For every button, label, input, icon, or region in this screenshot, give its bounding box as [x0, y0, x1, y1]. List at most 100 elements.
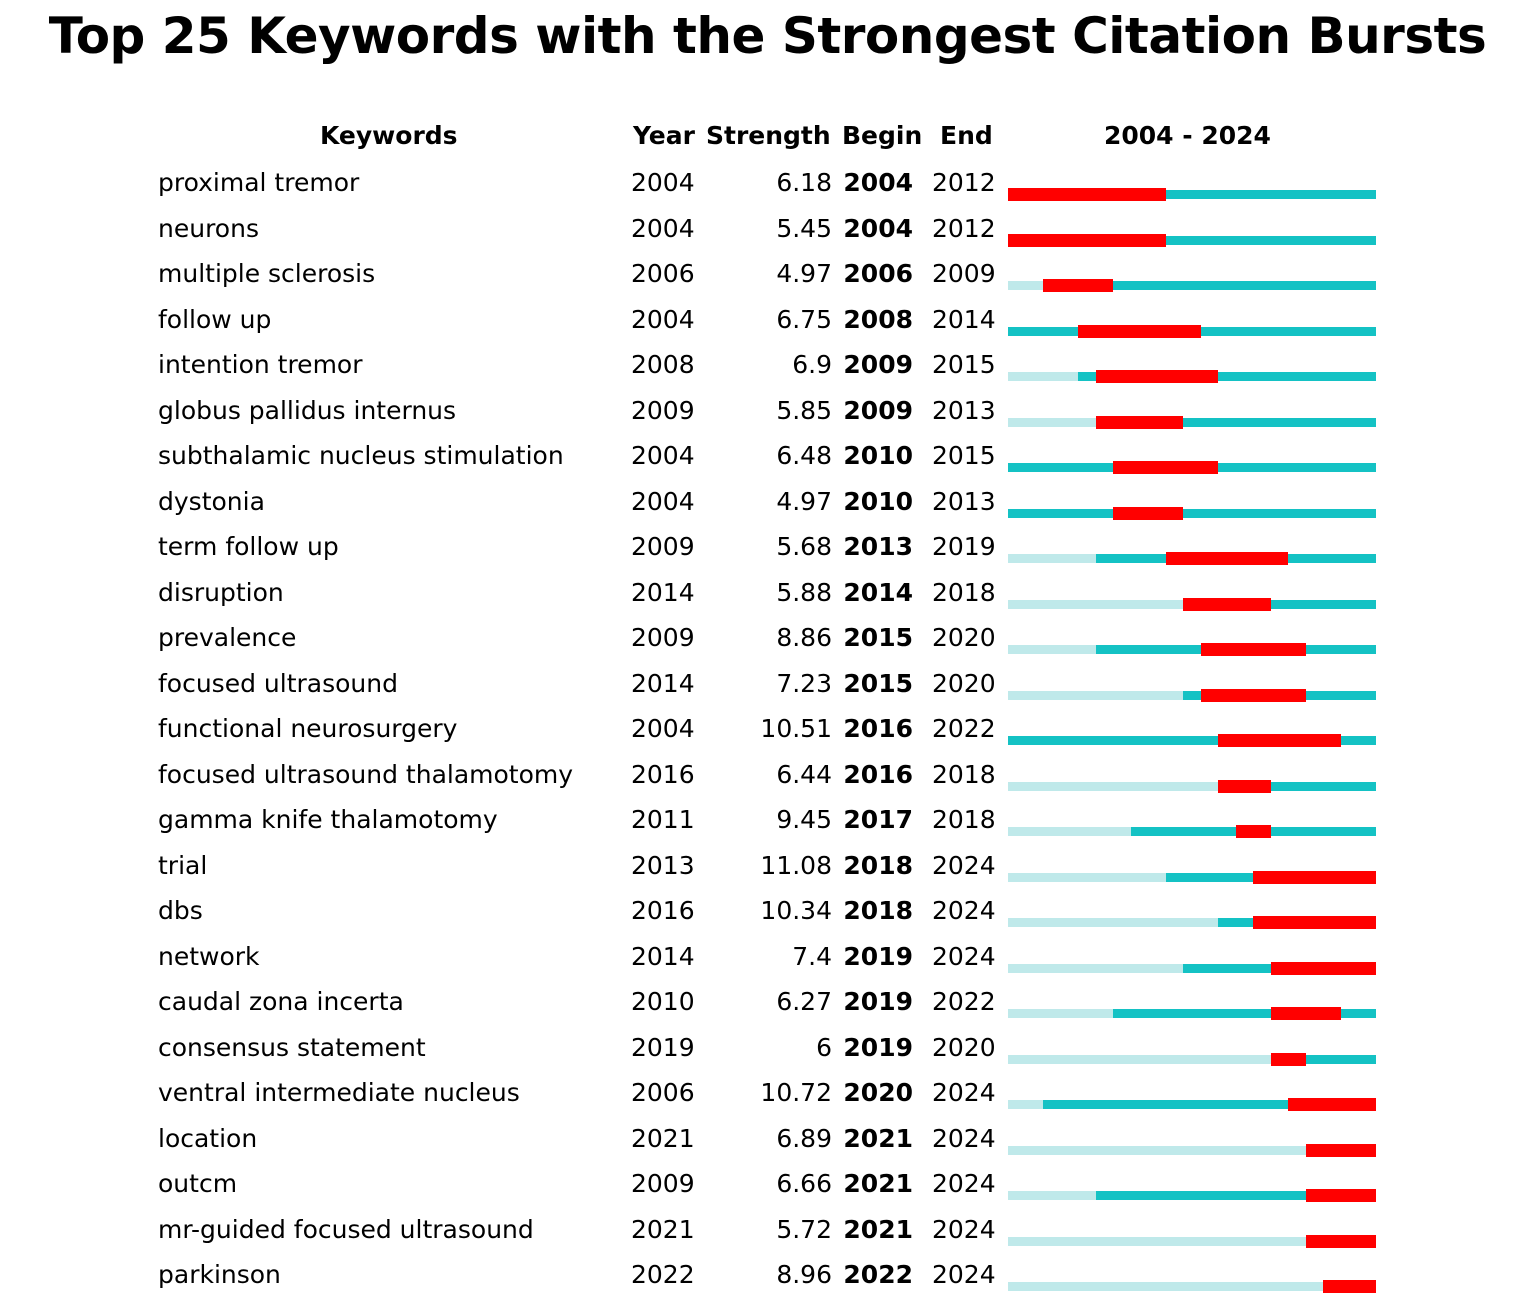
end-cell: 2020: [932, 668, 996, 698]
end-cell: 2009: [932, 259, 996, 288]
begin-cell: 2010: [843, 486, 913, 516]
timeline-segment-active: [1008, 235, 1376, 245]
end-cell: 2024: [932, 1214, 996, 1244]
timeline-segment-before: [1008, 918, 1218, 927]
begin-cell: 2020: [843, 1078, 913, 1107]
burst-bar: [1043, 279, 1113, 292]
table-row: trial 2013 11.08 2018 2024: [0, 848, 1535, 893]
strength-cell: 8.86: [776, 623, 832, 652]
chart-title: Top 25 Keywords with the Strongest Citat…: [48, 7, 1487, 65]
begin-cell: 2019: [843, 1032, 913, 1062]
end-cell: 2014: [932, 304, 996, 334]
strength-cell: 7.23: [776, 668, 832, 698]
table-row: network 2014 7.4 2019 2024: [0, 939, 1535, 984]
begin-cell: 2009: [843, 350, 913, 379]
year-cell: 2004: [631, 486, 695, 516]
burst-bar: [1305, 1189, 1376, 1202]
strength-cell: 6: [816, 1032, 832, 1062]
strength-cell: 5.85: [776, 395, 832, 425]
table-row: dystonia 2004 4.97 2010 2013: [0, 484, 1535, 529]
timeline-segment-before: [1008, 599, 1183, 609]
year-cell: 2004: [631, 168, 695, 197]
strength-cell: 6.27: [776, 987, 832, 1016]
year-cell: 2009: [631, 623, 695, 652]
year-cell: 2004: [631, 441, 695, 470]
begin-cell: 2004: [843, 213, 913, 243]
burst-bar: [1165, 552, 1288, 565]
table-row: mr-guided focused ultrasound 2021 5.72 2021…: [0, 1212, 1535, 1257]
begin-cell: 2017: [843, 805, 913, 834]
begin-cell: 2021: [843, 1169, 913, 1198]
keyword-cell: focused ultrasound thalamotomy: [158, 759, 574, 789]
timeline-segment-active: [1113, 1009, 1376, 1018]
table-row: disruption 2014 5.88 2014 2018: [0, 575, 1535, 620]
end-cell: 2020: [932, 1032, 996, 1062]
keyword-cell: location: [158, 1123, 258, 1153]
keyword-cell: dystonia: [158, 486, 265, 516]
begin-cell: 2016: [843, 714, 913, 743]
timeline-segment-before: [1008, 827, 1131, 836]
timeline-segment-before: [1008, 1009, 1113, 1018]
table-row: focused ultrasound thalamotomy 2016 6.44 20…: [0, 757, 1535, 802]
strength-cell: 6.44: [776, 759, 832, 789]
year-cell: 2013: [631, 850, 695, 880]
timeline-segment-before: [1008, 963, 1183, 973]
burst-bar: [1270, 961, 1376, 975]
timeline-segment-active: [1008, 190, 1376, 199]
timeline-segment-active: [1095, 417, 1376, 427]
timeline-segment-active: [1218, 781, 1376, 791]
keyword-cell: dbs: [158, 896, 203, 925]
end-cell: 2018: [932, 759, 996, 789]
begin-cell: 2019: [843, 987, 913, 1016]
begin-cell: 2016: [843, 759, 913, 789]
year-cell: 2019: [631, 1032, 695, 1062]
burst-bar: [1270, 1007, 1341, 1020]
end-cell: 2024: [932, 850, 996, 880]
keyword-cell: disruption: [158, 577, 284, 607]
keyword-cell: term follow up: [158, 532, 339, 561]
table-row: neurons 2004 5.45 2004 2012: [0, 211, 1535, 256]
table-row: term follow up 2009 5.68 2013 2019: [0, 529, 1535, 574]
end-cell: 2015: [932, 350, 996, 379]
burst-bar: [1113, 506, 1183, 520]
begin-cell: 2004: [843, 168, 913, 197]
table-row: intention tremor 2008 6.9 2009 2015: [0, 347, 1535, 392]
burst-bar: [1078, 324, 1201, 338]
year-cell: 2009: [631, 395, 695, 425]
timeline-segment-before: [1008, 690, 1183, 700]
keyword-cell: gamma knife thalamotomy: [158, 805, 498, 834]
strength-cell: 6.9: [792, 350, 832, 379]
burst-bar: [1218, 734, 1341, 747]
year-cell: 2004: [631, 714, 695, 743]
begin-cell: 2018: [843, 896, 913, 925]
begin-cell: 2019: [843, 941, 913, 971]
end-cell: 2020: [932, 623, 996, 652]
burst-bar: [1095, 370, 1218, 383]
keyword-cell: parkinson: [158, 1260, 281, 1289]
timeline-segment-active: [1078, 372, 1376, 381]
begin-cell: 2018: [843, 850, 913, 880]
keyword-cell: outcm: [158, 1169, 238, 1198]
timeline-segment-before: [1008, 781, 1218, 791]
timeline-segment-before: [1008, 417, 1096, 427]
year-cell: 2006: [631, 1078, 695, 1107]
burst-bar: [1200, 643, 1306, 656]
keyword-cell: caudal zona incerta: [158, 987, 404, 1016]
timeline-segment-before: [1008, 1236, 1306, 1246]
strength-cell: 6.75: [776, 304, 832, 334]
timeline-segment-before: [1008, 281, 1043, 290]
timeline-segment-before: [1008, 1145, 1306, 1155]
timeline-segment-before: [1008, 554, 1096, 563]
burst-bar: [1305, 1143, 1376, 1157]
year-cell: 2011: [631, 805, 695, 834]
keyword-cell: functional neurosurgery: [158, 714, 458, 743]
timeline-segment-before: [1008, 1282, 1323, 1291]
header-strength: Strength: [706, 121, 831, 150]
end-cell: 2019: [932, 532, 996, 561]
table-row: proximal tremor 2004 6.18 2004 2012: [0, 165, 1535, 210]
keyword-cell: subthalamic nucleus stimulation: [158, 441, 564, 470]
keyword-cell: intention tremor: [158, 350, 363, 379]
timeline-segment-before: [1008, 372, 1078, 381]
burst-bar: [1200, 688, 1306, 702]
header-keywords: Keywords: [320, 121, 458, 150]
